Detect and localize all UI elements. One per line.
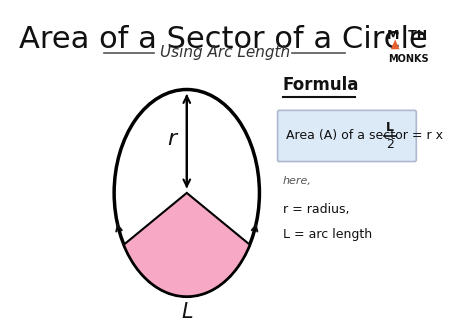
Text: Formula: Formula — [283, 76, 359, 94]
Text: 2: 2 — [386, 138, 394, 151]
Text: here,: here, — [283, 176, 311, 186]
Polygon shape — [391, 39, 400, 49]
Text: MONKS: MONKS — [388, 54, 429, 64]
Text: M  TH: M TH — [387, 29, 427, 43]
Text: r = radius,: r = radius, — [283, 203, 349, 216]
Polygon shape — [124, 193, 250, 296]
Text: Area (A) of a sector = r x: Area (A) of a sector = r x — [286, 130, 447, 143]
FancyBboxPatch shape — [278, 110, 416, 162]
Text: L: L — [181, 302, 192, 322]
Text: L = arc length: L = arc length — [283, 228, 372, 241]
Text: r: r — [167, 129, 176, 149]
Text: L: L — [386, 121, 394, 134]
Text: Using Arc Length: Using Arc Length — [160, 45, 290, 60]
Text: Area of a Sector of a Circle: Area of a Sector of a Circle — [19, 25, 428, 54]
